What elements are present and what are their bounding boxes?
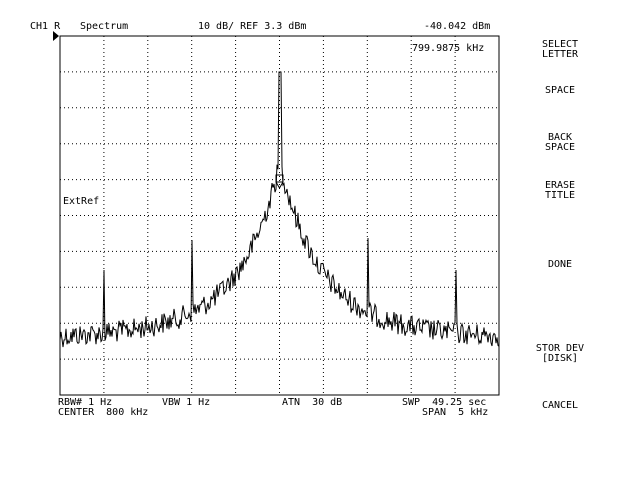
graticule-grid: [60, 36, 499, 395]
ext-ref-annotation: ExtRef: [63, 196, 100, 207]
softkey-label: STOR DEV: [535, 343, 585, 354]
softkey-back-space[interactable]: BACK SPACE: [510, 133, 610, 153]
softkey-label: SPACE: [544, 142, 576, 153]
atn-label: ATN 30 dB: [282, 397, 343, 408]
marker-symbol-icon: [275, 174, 284, 189]
softkey-label: ERASE: [544, 180, 576, 191]
rbw-label: RBW# 1 Hz: [58, 397, 113, 408]
sweep-time-label: SWP 49.25 sec: [402, 397, 487, 408]
softkey-done[interactable]: DONE: [510, 260, 610, 270]
center-frequency-label: CENTER 800 kHz: [58, 407, 149, 418]
softkey-label: SELECT: [541, 39, 579, 50]
channel-label: CH1 R: [30, 21, 61, 32]
vbw-label: VBW 1 Hz: [162, 397, 211, 408]
softkey-cancel[interactable]: CANCEL: [510, 401, 610, 411]
softkey-erase-title[interactable]: ERASE TITLE: [510, 181, 610, 201]
softkey-label: SPACE: [544, 85, 576, 96]
softkey-label: [DISK]: [541, 353, 579, 364]
scale-ref-label: 10 dB/ REF 3.3 dBm: [198, 21, 307, 32]
softkey-label: DONE: [547, 259, 573, 270]
softkey-label: BACK: [547, 132, 573, 143]
reference-level-arrow-icon: [53, 31, 59, 41]
graticule-frame: [59, 35, 500, 396]
mode-label: Spectrum: [80, 21, 129, 32]
marker-level-readout: -40.042 dBm: [424, 21, 491, 32]
softkey-label: CANCEL: [541, 400, 579, 411]
softkey-label: TITLE: [544, 190, 576, 201]
softkey-label: LETTER: [541, 49, 579, 60]
softkey-select-letter[interactable]: SELECT LETTER: [510, 40, 610, 60]
span-label: SPAN 5 kHz: [422, 407, 489, 418]
softkey-stor-dev[interactable]: STOR DEV [DISK]: [510, 344, 610, 364]
spectrum-trace: [59, 71, 500, 348]
softkey-space[interactable]: SPACE: [510, 86, 610, 96]
marker-frequency-readout: 799.9875 kHz: [412, 43, 485, 54]
